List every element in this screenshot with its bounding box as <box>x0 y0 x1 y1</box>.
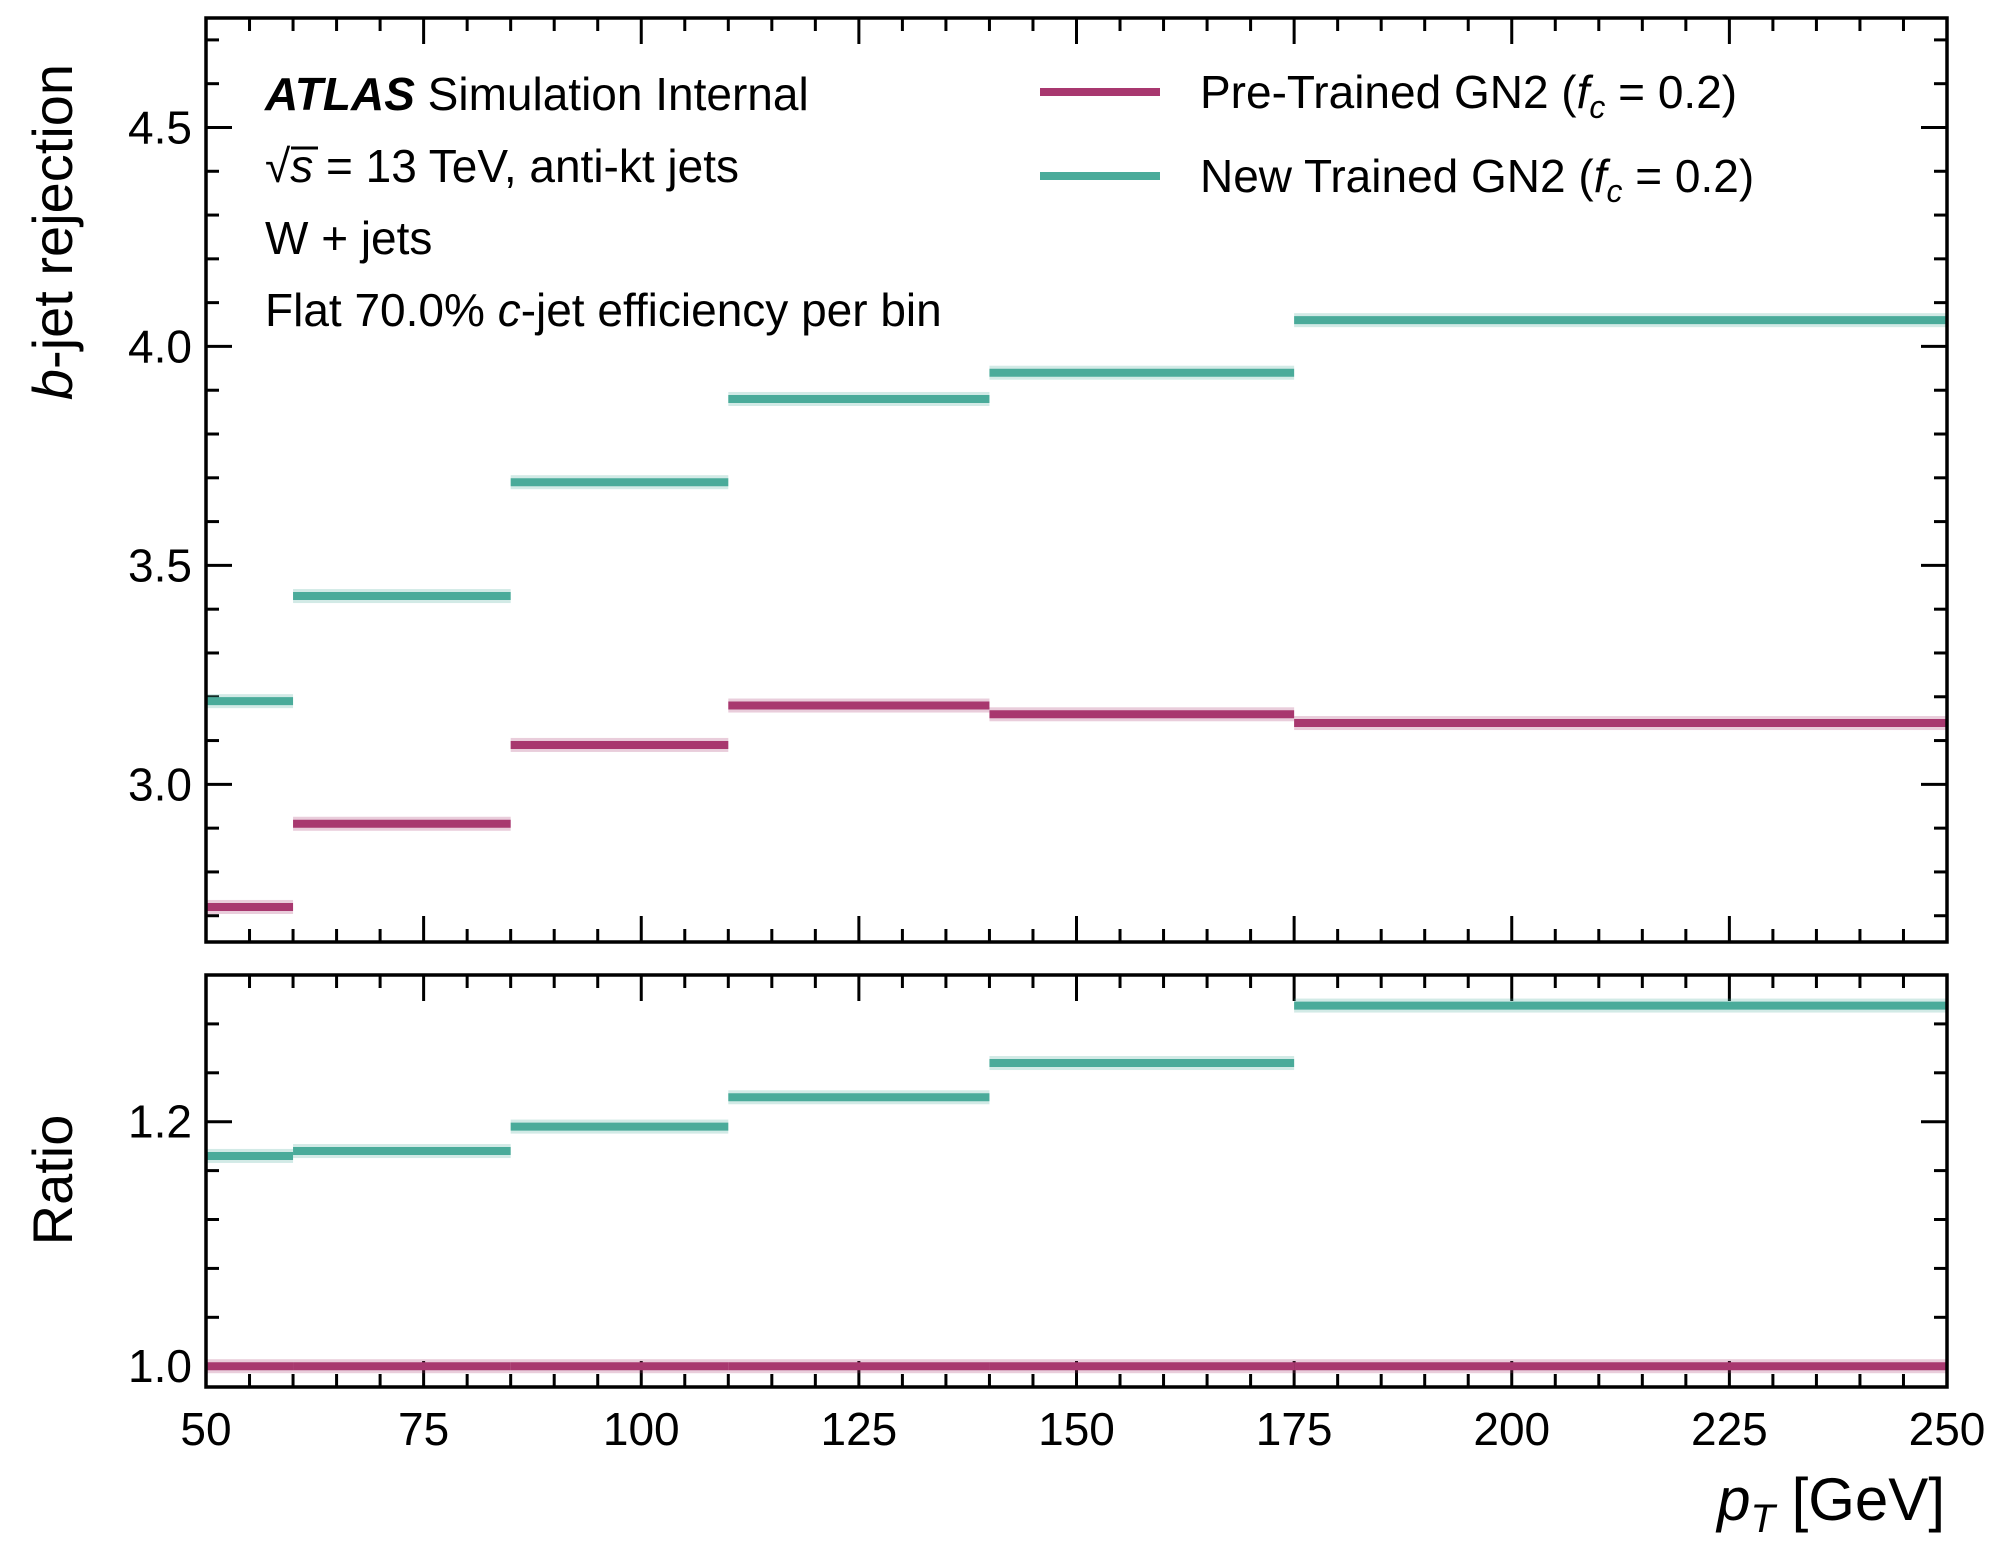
x-tick-label: 175 <box>1256 1403 1333 1455</box>
main-panel: 3.0 3.5 4.0 4.5 <box>128 18 1949 942</box>
x-tick-label: 125 <box>821 1403 898 1455</box>
y-tick-label: 1.2 <box>128 1096 192 1148</box>
atlas-label: ATLAS Simulation Internal <box>264 68 809 120</box>
y-tick-label: 3.0 <box>128 758 192 810</box>
wp-prefix: Flat 70.0% <box>265 284 498 336</box>
x-tick-label: 250 <box>1909 1403 1986 1455</box>
ratio-panel: 1.0 1.2 <box>128 973 1949 1392</box>
x-tick-label: 200 <box>1473 1403 1550 1455</box>
energy-label: √s = 13 TeV, anti-kt jets <box>265 140 739 192</box>
x-axis-title-sub: T <box>1750 1497 1777 1541</box>
legend-label-pretrained: Pre-Trained GN2 (fc = 0.2) <box>1200 66 1737 125</box>
energy-s: s <box>290 140 313 192</box>
wp-italic: c <box>498 284 521 336</box>
ratio-plot-frame <box>204 973 1949 1389</box>
wp-suffix: -jet efficiency per bin <box>521 284 942 336</box>
x-tick-label: 75 <box>398 1403 449 1455</box>
legend: Pre-Trained GN2 (fc = 0.2) New Trained G… <box>1040 66 1754 209</box>
atlas-status: Simulation Internal <box>415 68 809 120</box>
x-axis-title-unit: [GeV] <box>1775 1466 1945 1533</box>
y-tick-label: 3.5 <box>128 539 192 591</box>
y-tick-label: 1.0 <box>128 1340 192 1392</box>
sample-label: W + jets <box>265 212 432 264</box>
working-point-label: Flat 70.0% c-jet efficiency per bin <box>265 284 942 336</box>
x-axis-title: pT [GeV] <box>1715 1466 1945 1541</box>
x-tick-label: 100 <box>603 1403 680 1455</box>
legend-label-newtrained: New Trained GN2 (fc = 0.2) <box>1200 150 1754 209</box>
energy-rest: = 13 TeV, anti-kt jets <box>313 140 739 192</box>
x-tick-label: 225 <box>1691 1403 1768 1455</box>
y-tick-label: 4.0 <box>128 320 192 372</box>
main-plot-frame <box>204 16 1949 944</box>
y-tick-label: 4.5 <box>128 101 192 153</box>
atlas-experiment: ATLAS <box>264 68 415 120</box>
main-y-axis-title: b-jet rejection <box>21 64 84 400</box>
main-y-axis-title-rest: -jet rejection <box>21 64 84 369</box>
ratio-y-axis-title: Ratio <box>21 1115 84 1246</box>
x-tick-label: 50 <box>180 1403 231 1455</box>
main-y-axis-title-italic: b <box>21 369 84 400</box>
x-tick-label: 150 <box>1038 1403 1115 1455</box>
x-axis-title-main: p <box>1715 1466 1750 1533</box>
sqrt-symbol: √ <box>265 140 291 192</box>
